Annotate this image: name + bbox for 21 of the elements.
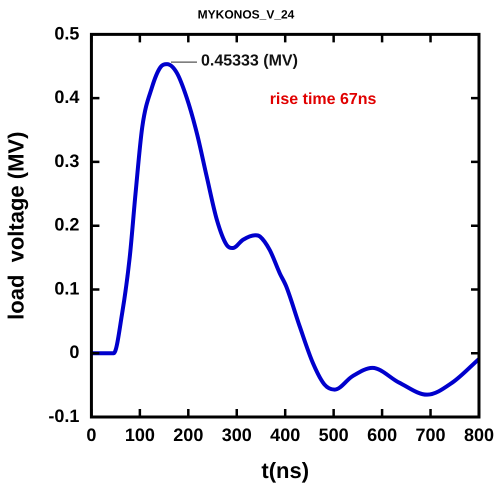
x-tick-label: 400 xyxy=(270,424,300,445)
x-tick-label: 700 xyxy=(416,424,446,445)
y-tick-label: 0.3 xyxy=(54,150,80,171)
x-tick-label: 200 xyxy=(173,424,204,445)
x-axis-title: t(ns) xyxy=(261,458,310,483)
x-tick-label: 800 xyxy=(464,424,494,445)
annotation: 0.45333 (MV) xyxy=(200,52,298,70)
x-tick-label: 600 xyxy=(367,424,398,445)
y-axis-title: load voltage (MV) xyxy=(3,132,28,320)
x-tick-label: 0 xyxy=(86,424,96,445)
chart-title: MYKONOS_V_24 xyxy=(198,8,295,22)
x-tick-label: 100 xyxy=(124,424,155,445)
annotation: rise time 67ns xyxy=(270,90,377,108)
y-tick-label: 0.5 xyxy=(54,23,80,44)
x-tick-label: 500 xyxy=(318,424,349,445)
y-tick-label: 0 xyxy=(69,342,80,362)
x-tick-label: 300 xyxy=(222,424,252,445)
y-tick-label: 0.1 xyxy=(54,278,80,298)
y-tick-label: 0.2 xyxy=(54,214,80,235)
y-tick-label: -0.1 xyxy=(48,406,80,426)
y-tick-label: 0.4 xyxy=(54,87,80,108)
